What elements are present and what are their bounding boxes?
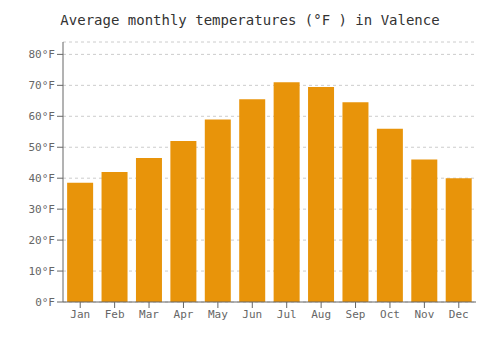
svg-text:60°F: 60°F — [29, 110, 56, 123]
svg-text:Jul: Jul — [277, 308, 297, 321]
svg-text:Sep: Sep — [346, 308, 366, 321]
svg-text:May: May — [208, 308, 228, 321]
svg-text:0°F: 0°F — [35, 296, 55, 309]
svg-text:70°F: 70°F — [29, 79, 56, 92]
svg-text:10°F: 10°F — [29, 265, 56, 278]
svg-text:Oct: Oct — [380, 308, 400, 321]
html-text:Average monthly temperatures (: Average monthly temperatures (°F ) in Va… — [60, 12, 440, 28]
svg-text:Feb: Feb — [105, 308, 125, 321]
svg-text:40°F: 40°F — [29, 172, 56, 185]
svg-text:Jan: Jan — [70, 308, 90, 321]
svg-text:Apr: Apr — [174, 308, 194, 321]
svg-text:Dec: Dec — [449, 308, 469, 321]
svg-text:Jun: Jun — [242, 308, 262, 321]
svg-text:Mar: Mar — [139, 308, 159, 321]
svg-text:Nov: Nov — [414, 308, 434, 321]
svg-text:30°F: 30°F — [29, 203, 56, 216]
svg-text:Aug: Aug — [311, 308, 331, 321]
svg-text:20°F: 20°F — [29, 234, 56, 247]
svg-text:80°F: 80°F — [29, 48, 56, 61]
svg-text:50°F: 50°F — [29, 141, 56, 154]
